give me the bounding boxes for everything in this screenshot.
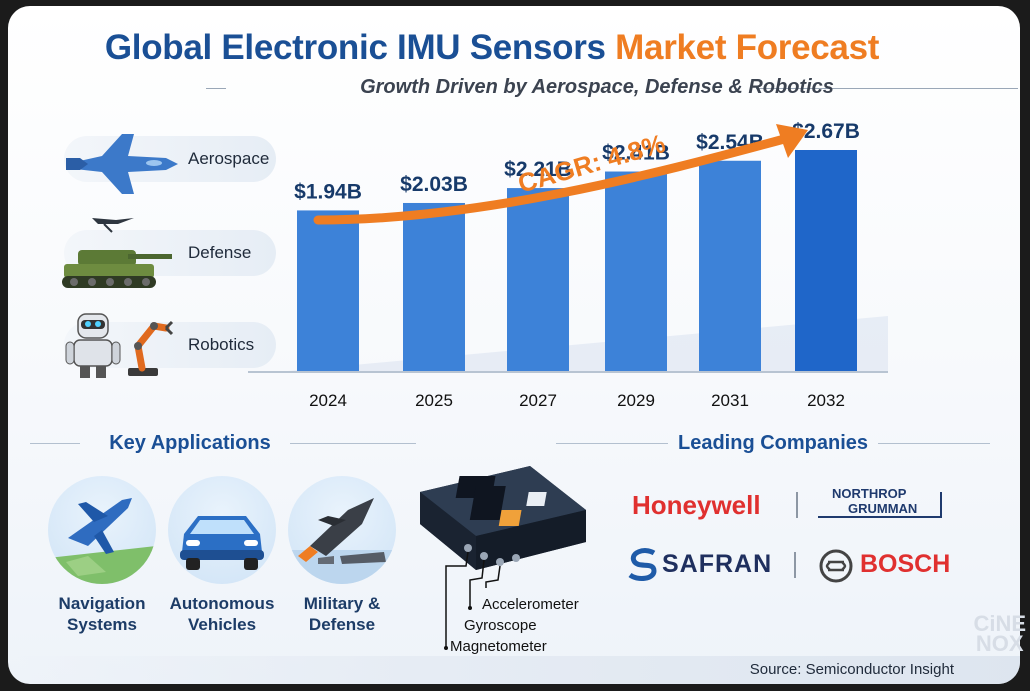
northrop-line-1: NORTHROP <box>832 486 907 501</box>
northrop-line-2: GRUMMAN <box>848 501 918 516</box>
app-label-line-1: Navigation <box>58 594 146 613</box>
watermark-line-2: NOX <box>975 631 1024 656</box>
bar-2031 <box>699 160 761 371</box>
sensor-label-gyroscope: Gyroscope <box>464 617 537 634</box>
subtitle: Growth Driven by Aerospace, Defense & Ro… <box>360 76 834 98</box>
leading-companies-heading: Leading Companies <box>677 432 869 454</box>
sensor-label-accelerometer: Accelerometer <box>482 596 579 613</box>
fighter-jet-icon <box>66 134 178 194</box>
key-applications-heading: Key Applications <box>109 432 271 454</box>
subtitle-rule-left <box>206 88 226 89</box>
bosch-emblem-icon <box>819 549 853 583</box>
northrop-bar <box>940 492 942 518</box>
logo-divider <box>796 492 798 518</box>
x-tick-label: 2024 <box>309 391 347 410</box>
source-credit: Source: Semiconductor Insight <box>749 661 954 678</box>
subtitle-rule-right <box>756 88 1018 89</box>
bar-2032 <box>795 150 857 371</box>
title-part-2: Market Forecast <box>615 28 880 67</box>
northrop-underline <box>818 516 942 518</box>
bar-2029 <box>605 171 667 371</box>
safran-logo: SAFRAN <box>662 550 773 578</box>
app-military-label: Military & Defense <box>277 593 407 635</box>
x-tick-label: 2029 <box>617 391 655 410</box>
app-label-line-1: Military & <box>303 594 381 613</box>
source-bar <box>16 656 1020 684</box>
tank-icon <box>62 218 172 288</box>
honeywell-logo: Honeywell <box>632 490 761 520</box>
bosch-logo: BOSCH <box>860 550 951 578</box>
bar-value-label: $2.67B <box>792 120 860 143</box>
bar-2025 <box>403 202 465 371</box>
title-part-1: Global Electronic IMU Sensors <box>104 28 606 67</box>
bar-value-label: $2.21B <box>504 158 572 181</box>
subtitle-row: Growth Driven by Aerospace, Defense & Ro… <box>206 76 1018 102</box>
northrop-grumman-logo: NORTHROP GRUMMAN <box>818 486 944 520</box>
app-autonomous-circle <box>168 476 276 584</box>
key-apps-rule-right <box>290 443 416 444</box>
app-label-line-2: Defense <box>308 615 376 634</box>
x-tick-label: 2027 <box>519 391 557 410</box>
app-autonomous-label: Autonomous Vehicles <box>157 593 287 635</box>
infographic-card: Global Electronic IMU Sensors Market For… <box>8 6 1020 684</box>
forecast-bar-chart: $1.94B 2024 $2.03B 2025 $2.21B 2027 $2.41B 2029… <box>248 120 888 410</box>
bar-value-label: $2.03B <box>400 173 468 196</box>
app-label-line-1: Autonomous <box>169 594 275 613</box>
companies-rule-left <box>556 443 668 444</box>
watermark-line-1: CiNE <box>973 611 1026 636</box>
sector-label: Defense <box>188 243 252 262</box>
page-title: Global Electronic IMU Sensors Market For… <box>8 28 976 68</box>
watermark: CiNE NOX <box>973 611 1026 656</box>
x-tick-label: 2025 <box>415 391 453 410</box>
sector-label: Robotics <box>188 335 255 354</box>
cagr-arrow <box>313 133 793 225</box>
car-icon <box>180 516 264 570</box>
app-label-line-2: Systems <box>67 615 137 634</box>
key-apps-rule-left <box>30 443 80 444</box>
sector-label: Aerospace <box>188 149 270 168</box>
app-navigation-label: Navigation Systems <box>37 593 167 635</box>
x-tick-label: 2031 <box>711 391 749 410</box>
imu-sensor-board-icon <box>420 466 586 650</box>
x-tick-label: 2032 <box>807 391 845 410</box>
safran-emblem-icon <box>628 548 657 581</box>
bar-2027 <box>507 188 569 371</box>
sensor-label-magnetometer: Magnetometer <box>450 638 547 655</box>
companies-rule-right <box>878 443 990 444</box>
cagr-arrow-head <box>776 124 808 158</box>
app-navigation-circle <box>48 476 156 584</box>
missile-icon <box>288 498 396 584</box>
airplane-icon <box>48 498 156 584</box>
logo-divider <box>794 552 796 578</box>
bar-value-label: $2.41B <box>602 142 670 165</box>
app-label-line-2: Vehicles <box>187 615 257 634</box>
bar-value-label: $1.94B <box>294 180 362 203</box>
app-military-circle <box>288 476 396 584</box>
robot-icon <box>65 313 174 378</box>
bar-2024 <box>297 210 359 371</box>
